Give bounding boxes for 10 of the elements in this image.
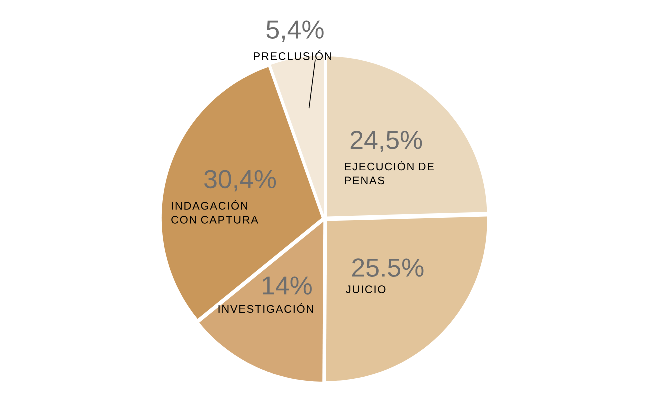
data-label: 25.5% <box>352 258 424 278</box>
slice-label: JUICIO <box>346 286 386 294</box>
slice-label: INVESTIGACIÓN <box>218 303 314 314</box>
data-label: 14% <box>263 276 312 295</box>
slice-label: EJECUCIÓN DE PENAS <box>345 161 434 185</box>
slice-label: PRECLUSIÓN <box>254 50 332 60</box>
data-label: 24,5% <box>350 130 422 152</box>
data-label: 30,4% <box>204 170 276 192</box>
slice-label: INDAGACIÓN CON CAPTURA <box>172 200 258 224</box>
data-label: 5,4% <box>266 20 324 42</box>
